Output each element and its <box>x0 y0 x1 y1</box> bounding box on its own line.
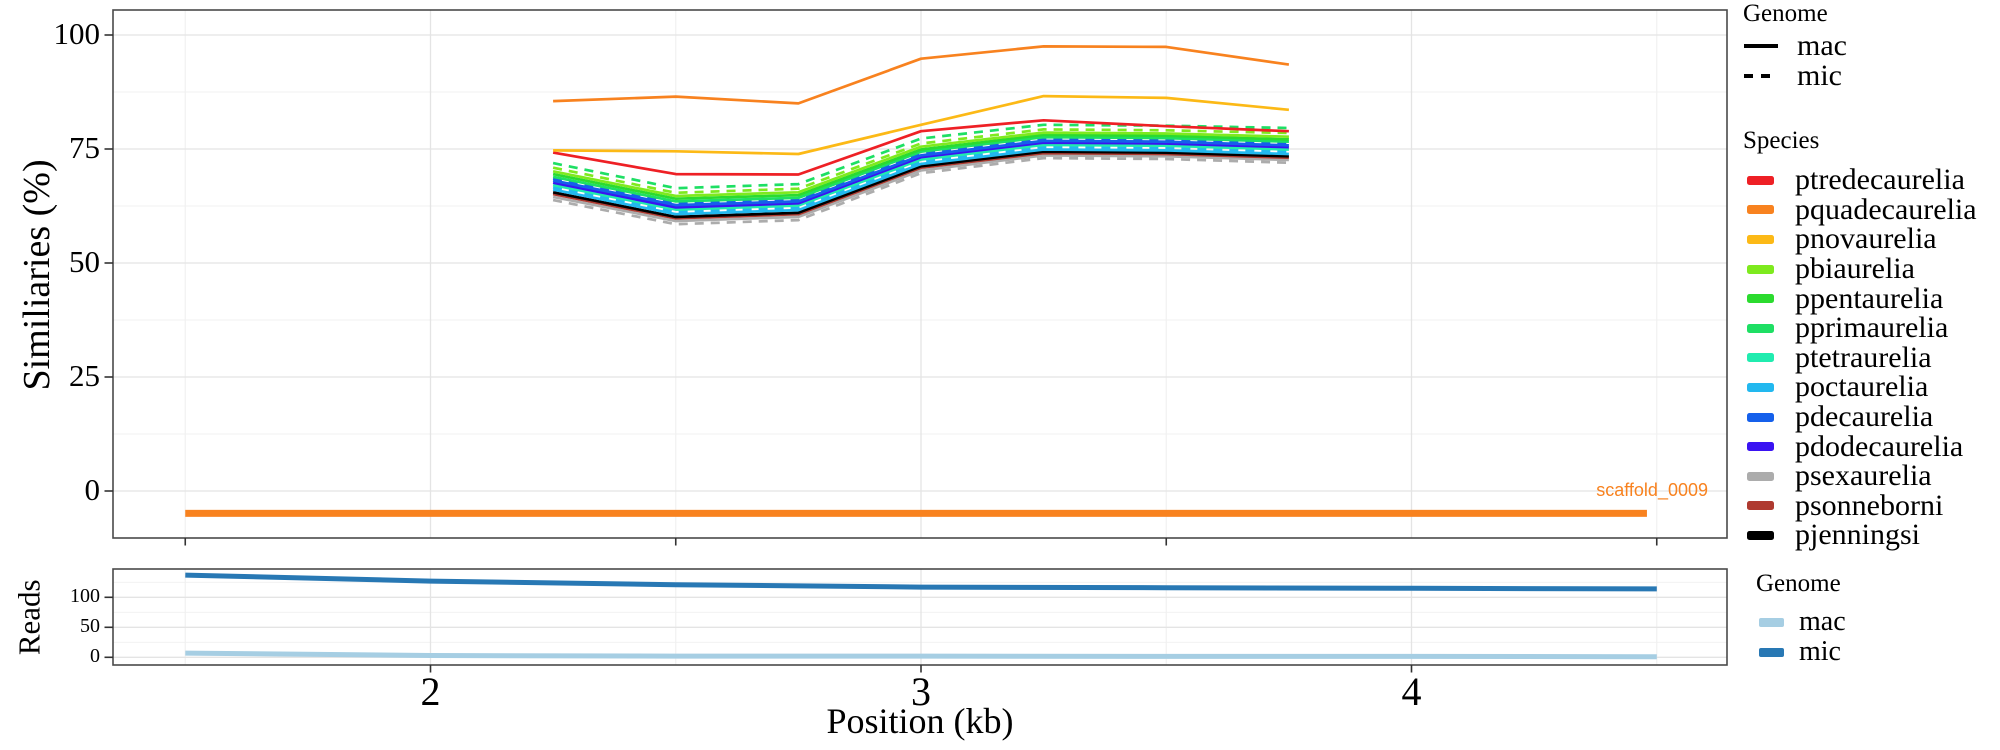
legend-item-label: poctaurelia <box>1795 370 1929 404</box>
series-psexaurelia-mac <box>552 154 1289 223</box>
x-tick-label: 3 <box>911 669 931 714</box>
legend-species-item-ppentaurelia: ppentaurelia <box>1747 281 1944 315</box>
legend-item-label: pdecaurelia <box>1795 400 1934 433</box>
series-ptredecaurelia-mac <box>552 118 1289 176</box>
series-pdecaurelia-mic <box>552 137 1289 205</box>
series-ppentaurelia-mac <box>552 133 1289 201</box>
legend-item-label: mic <box>1797 59 1842 92</box>
legend-species-item-pdodecaurelia: pdodecaurelia <box>1747 429 1964 463</box>
legend-genome-reads-item-mac: mac <box>1759 607 1846 637</box>
series-pquadecaurelia-mac <box>553 45 1290 105</box>
legend-species-item-pnovaurelia: pnovaurelia <box>1747 224 1937 254</box>
species-color-key <box>1747 234 1774 244</box>
species-color-key <box>1747 294 1774 304</box>
legend-item-label: pnovaurelia <box>1795 222 1937 256</box>
legend-species-item-ptredecaurelia: ptredecaurelia <box>1747 165 1965 195</box>
legend-item-label: psonneborni <box>1795 488 1944 522</box>
series-pbiaurelia-mic <box>552 128 1289 195</box>
legend-species-item-ptetraurelia: ptetraurelia <box>1747 340 1932 374</box>
legend-genome-linetype-item-mac: mac <box>1744 31 1847 61</box>
legend-species-item-psonneborni: psonneborni <box>1747 488 1944 522</box>
species-color-key <box>1747 471 1774 481</box>
series-pnovaurelia-mac <box>553 94 1290 156</box>
species-color-key <box>1747 382 1774 392</box>
legend-item-label: pprimaurelia <box>1795 311 1949 345</box>
legend-species-item-psexaurelia: psexaurelia <box>1747 461 1932 491</box>
similarity-series-lines <box>552 45 1290 226</box>
legend-genome-reads-title: Genome <box>1756 570 1841 597</box>
genome-color-key <box>1759 647 1784 657</box>
genome-color-key <box>1759 617 1784 627</box>
reads-y-tick-label: 100 <box>70 585 100 608</box>
main-panel-border <box>112 9 1728 539</box>
legend-species-item-pbiaurelia: pbiaurelia <box>1747 254 1915 284</box>
reads-y-tick-label: 0 <box>90 645 100 668</box>
legend-item-label: mac <box>1799 606 1846 637</box>
legend-genome-reads-item-mic: mic <box>1759 637 1841 667</box>
x-axis-label: Position (kb) <box>826 701 1014 741</box>
reads-series-mic <box>185 572 1657 592</box>
legend-species-title: Species <box>1743 127 1820 154</box>
series-pbiaurelia-mac <box>552 131 1289 198</box>
species-color-key <box>1747 412 1774 422</box>
legend-item-label: ptetraurelia <box>1795 340 1932 374</box>
reads-y-tick-label: 50 <box>80 615 100 638</box>
series-poctaurelia-mic <box>552 145 1289 214</box>
legend-species-item-pdecaurelia: pdecaurelia <box>1747 402 1933 432</box>
legend-genome-linetype-item-mic: mic <box>1744 61 1842 91</box>
species-color-key <box>1747 323 1774 333</box>
main-y-tick-label: 75 <box>69 130 100 165</box>
solid-line-key <box>1744 44 1778 48</box>
legend-species-item-pjenningsi: pjenningsi <box>1747 520 1920 550</box>
species-color-key <box>1747 442 1774 452</box>
legend-genome-linetype-title: Genome <box>1743 0 1828 27</box>
main-y-tick-label: 0 <box>84 472 101 507</box>
series-pdodecaurelia-mac <box>552 141 1289 209</box>
legend-item-label: mic <box>1799 636 1841 667</box>
reads-panel-border <box>112 568 1728 666</box>
main-panel <box>113 10 1727 538</box>
main-y-tick-label: 50 <box>69 244 100 279</box>
species-color-key <box>1747 175 1774 185</box>
legend-species-item-pquadecaurelia: pquadecaurelia <box>1747 192 1977 226</box>
series-pdecaurelia-mac <box>552 139 1289 207</box>
species-color-key <box>1747 205 1774 215</box>
species-color-key <box>1747 530 1774 540</box>
x-tick-label: 2 <box>420 669 441 714</box>
legend-item-label: ppentaurelia <box>1795 281 1944 315</box>
x-tick-label: 4 <box>1401 669 1422 714</box>
main-y-tick-label: 25 <box>69 358 100 393</box>
legend-item-label: pjenningsi <box>1795 518 1920 552</box>
series-pjenningsi-mac <box>552 150 1289 219</box>
series-ptetraurelia-mac <box>552 143 1289 211</box>
series-pprimaurelia-mac <box>552 135 1289 203</box>
reads-series-mac <box>185 650 1657 660</box>
legend-item-label: pdodecaurelia <box>1795 429 1964 463</box>
main-y-tick-label: 100 <box>53 16 101 51</box>
series-psexaurelia-mic <box>552 156 1289 226</box>
dashed-line-key <box>1744 74 1778 78</box>
legend-species-item-poctaurelia: poctaurelia <box>1747 372 1928 402</box>
legend-item-label: psexaurelia <box>1795 459 1932 493</box>
series-poctaurelia-mac <box>552 148 1289 216</box>
legend-item-label: mac <box>1797 29 1847 62</box>
species-color-key <box>1747 264 1774 274</box>
scaffold-bar <box>185 509 1647 517</box>
scaffold-label: scaffold_0009 <box>1596 480 1708 500</box>
legend-item-label: pquadecaurelia <box>1795 192 1977 226</box>
species-color-key <box>1747 353 1774 363</box>
legend-item-label: ptredecaurelia <box>1795 163 1965 197</box>
reads-panel <box>113 569 1727 665</box>
legend-item-label: pbiaurelia <box>1795 252 1915 285</box>
legend-species-item-pprimaurelia: pprimaurelia <box>1747 313 1948 343</box>
species-color-key <box>1747 501 1774 511</box>
